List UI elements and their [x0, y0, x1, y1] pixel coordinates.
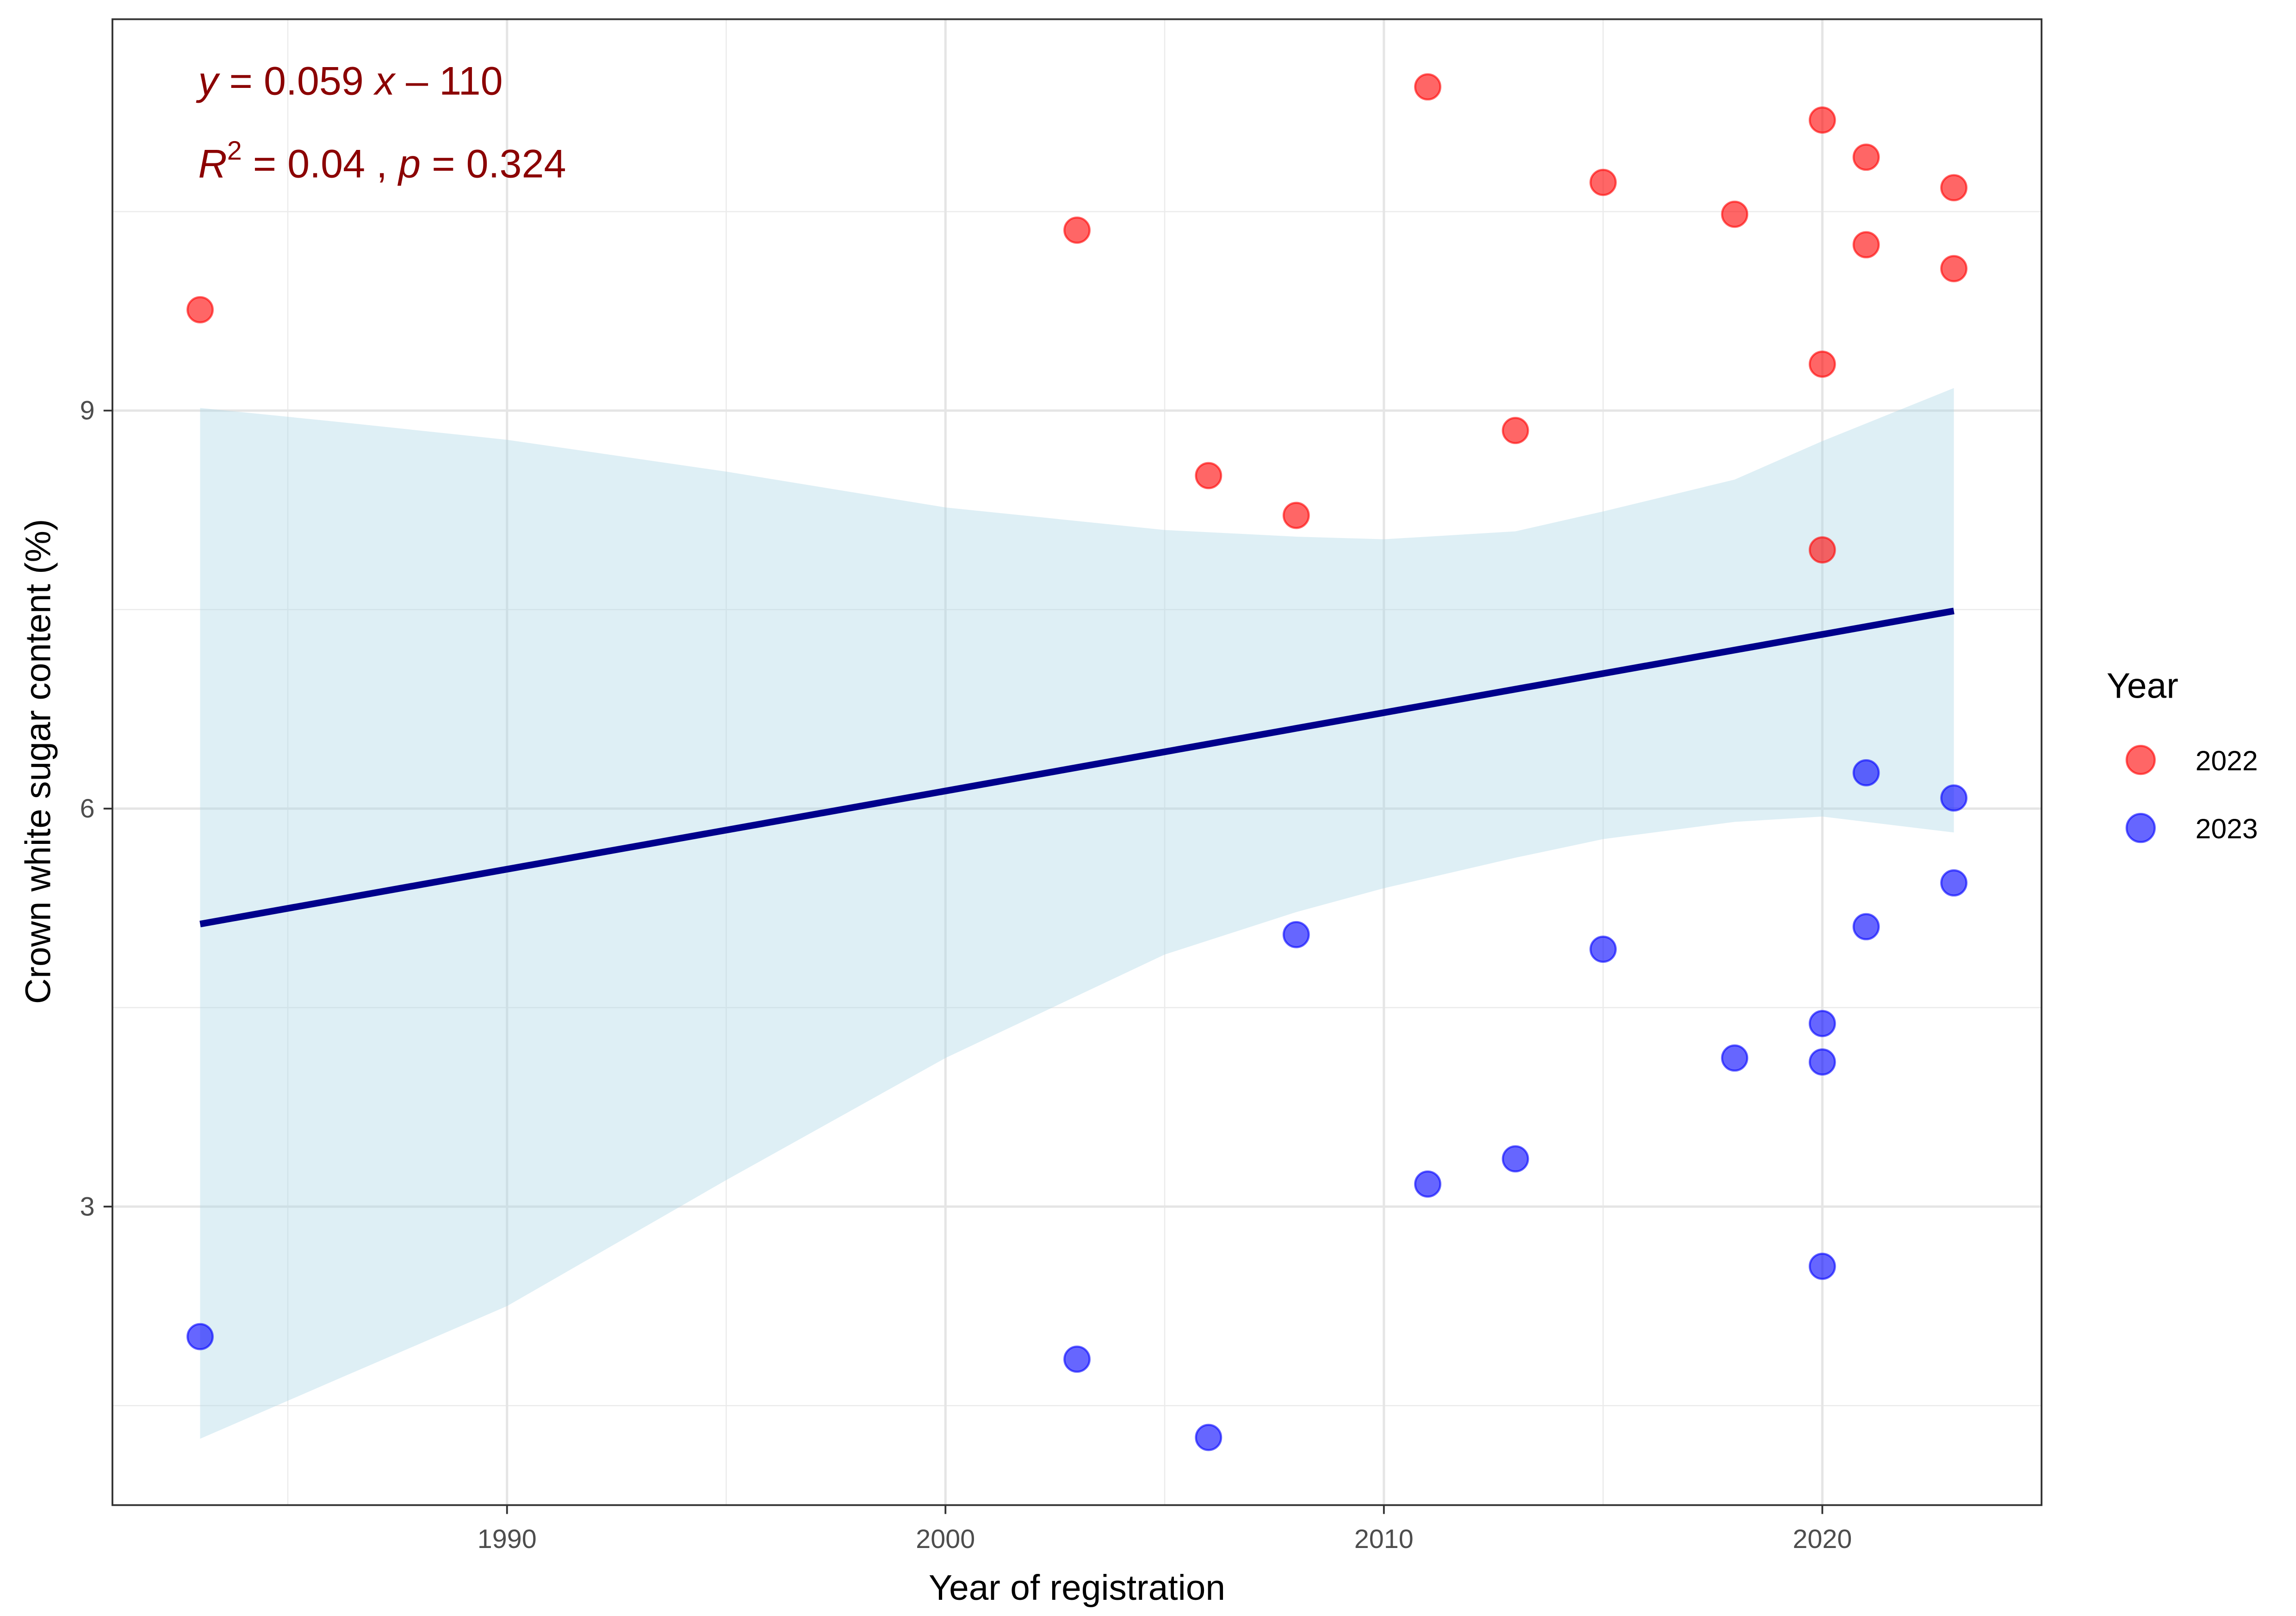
legend-item-2022: 2022 [2125, 745, 2258, 776]
data-point-2022 [1721, 200, 1749, 228]
data-point-2022 [1808, 106, 1836, 134]
panel-border [112, 18, 2043, 1506]
y-tick-label: 6 [80, 794, 95, 823]
data-point-2022 [1063, 217, 1091, 244]
data-point-2022 [1940, 255, 1968, 283]
data-point-2023 [1808, 1009, 1836, 1037]
data-point-2023 [1282, 921, 1310, 948]
eq-intercept: – 110 [395, 59, 503, 104]
data-point-2023 [1195, 1424, 1222, 1451]
data-point-2022 [1195, 462, 1222, 489]
y-tick-label: 3 [80, 1192, 95, 1221]
data-point-2023 [1414, 1170, 1441, 1198]
data-point-2022 [1940, 174, 1968, 202]
data-point-2023 [1808, 1048, 1836, 1076]
data-point-2023 [1808, 1252, 1836, 1280]
minor-gridlines [112, 19, 2042, 1505]
x-tick-label: 2020 [1793, 1524, 1852, 1554]
x-tick-label: 2000 [916, 1524, 975, 1554]
legend-swatch-2023 [2125, 813, 2156, 843]
legend-swatch-2022 [2125, 745, 2156, 775]
r-value: = 0.04 , [242, 142, 398, 186]
data-point-2022 [1414, 73, 1441, 101]
data-point-2022 [1852, 231, 1880, 259]
data-point-2023 [1589, 935, 1617, 963]
data-point-2022 [1808, 536, 1836, 564]
data-point-2022 [1589, 168, 1617, 196]
regression-annotation: y = 0.059 x – 110 R2 = 0.04 , p = 0.324 [196, 59, 566, 186]
y-axis-title: Crown white sugar content (%) [19, 519, 58, 1004]
data-point-2023 [186, 1323, 214, 1350]
p-var: p [397, 142, 421, 186]
data-points [186, 73, 1968, 1451]
data-point-2023 [1940, 869, 1968, 897]
legend-label-2022: 2022 [2196, 745, 2258, 776]
major-gridlines [112, 19, 2042, 1505]
data-point-2023 [1940, 784, 1968, 812]
regression-line [199, 607, 1955, 928]
eq-y-var: y [196, 59, 220, 104]
x-tick-label: 1990 [478, 1524, 537, 1554]
x-axis-title: Year of registration [929, 1568, 1225, 1608]
plot-panel [112, 18, 2043, 1506]
data-point-2022 [186, 296, 214, 323]
stats-label: R2 = 0.04 , p = 0.324 [198, 136, 566, 186]
x-axis: 1990 2000 2010 2020 [478, 1505, 1852, 1554]
legend: Year 2022 2023 [2107, 666, 2258, 844]
eq-coef: = 0.059 [218, 59, 375, 104]
data-point-2023 [1852, 913, 1880, 941]
y-tick-label: 9 [80, 396, 95, 426]
data-point-2022 [1502, 417, 1529, 444]
data-point-2023 [1063, 1345, 1091, 1373]
confidence-band [200, 388, 1954, 1439]
series-2023 [186, 759, 1968, 1451]
equation-label: y = 0.059 x – 110 [196, 59, 503, 104]
data-point-2023 [1852, 759, 1880, 786]
eq-x-var: x [373, 59, 396, 104]
data-point-2023 [1502, 1145, 1529, 1173]
y-axis: 3 6 9 [80, 396, 112, 1221]
x-tick-label: 2010 [1354, 1524, 1414, 1554]
r-var: R [198, 142, 227, 186]
p-value: = 0.324 [421, 142, 566, 186]
panel-background [112, 19, 2042, 1505]
legend-label-2023: 2023 [2196, 813, 2258, 844]
r-superscript: 2 [227, 136, 242, 166]
series-2022 [186, 73, 1968, 564]
data-point-2023 [1721, 1044, 1749, 1072]
data-point-2022 [1852, 143, 1880, 171]
data-point-2022 [1808, 350, 1836, 378]
legend-title: Year [2107, 666, 2178, 706]
legend-item-2023: 2023 [2125, 813, 2258, 844]
data-point-2022 [1282, 502, 1310, 529]
